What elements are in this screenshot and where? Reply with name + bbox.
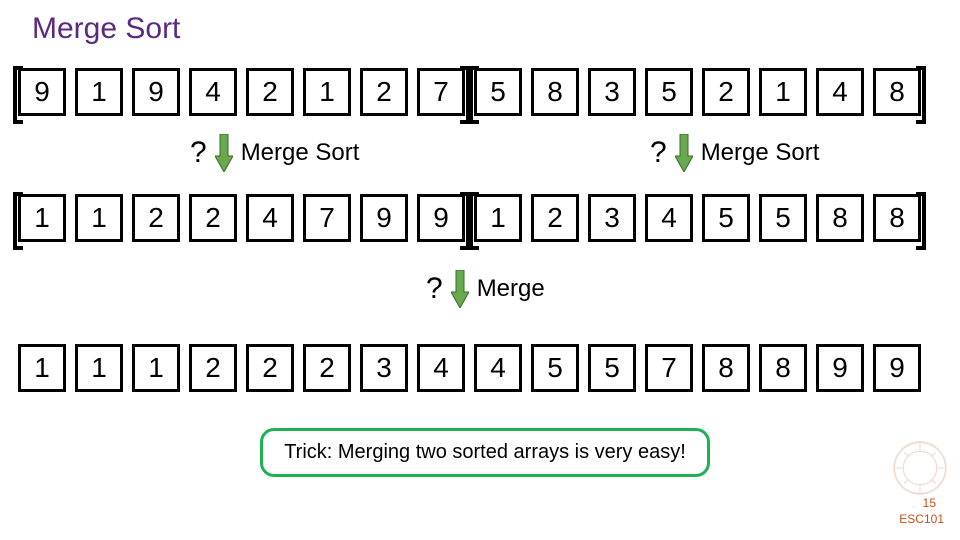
cell: 4 [189,68,237,116]
cell: 9 [417,194,465,242]
step-sort-left: ? Merge Sort [190,134,359,172]
cell: 9 [873,344,921,392]
slide-number: 15 [923,496,936,510]
cell: 9 [816,344,864,392]
cell: 9 [132,68,180,116]
institute-logo-icon [892,440,948,496]
trick-callout: Trick: Merging two sorted arrays is very… [260,428,710,477]
step-label: Merge [477,275,545,303]
cell: 2 [246,68,294,116]
step-marker: ? [426,272,443,306]
cell: 5 [702,194,750,242]
sorted-halves-row: 1 1 2 2 4 7 9 9 1 2 3 4 5 5 8 8 [18,194,921,242]
cell: 1 [75,344,123,392]
cell: 5 [474,68,522,116]
cell: 9 [360,194,408,242]
step-marker: ? [650,136,667,170]
cell: 1 [18,194,66,242]
down-arrow-icon [451,270,469,308]
merged-row: 1 1 1 2 2 2 3 4 4 5 5 7 8 8 9 9 [18,344,921,392]
step-marker: ? [190,136,207,170]
step-label: Merge Sort [241,139,360,167]
cell: 2 [360,68,408,116]
cell: 2 [189,344,237,392]
cell: 1 [75,68,123,116]
cell: 8 [873,68,921,116]
cell: 2 [702,68,750,116]
cell: 8 [873,194,921,242]
cell: 1 [132,344,180,392]
down-arrow-icon [675,134,693,172]
cell: 4 [474,344,522,392]
step-merge: ? Merge [426,270,545,308]
cell: 4 [417,344,465,392]
cell: 8 [816,194,864,242]
cell: 2 [189,194,237,242]
cell: 1 [75,194,123,242]
input-row: 9 1 9 4 2 1 2 7 5 8 3 5 2 1 4 8 [18,68,921,116]
cell: 9 [18,68,66,116]
course-code: ESC101 [899,512,944,526]
cell: 4 [645,194,693,242]
cell: 4 [816,68,864,116]
cell: 2 [132,194,180,242]
cell: 7 [645,344,693,392]
cell: 5 [588,344,636,392]
cell: 2 [531,194,579,242]
page-title: Merge Sort [32,12,180,46]
down-arrow-icon [215,134,233,172]
cell: 5 [759,194,807,242]
cell: 7 [417,68,465,116]
cell: 8 [759,344,807,392]
cell: 8 [531,68,579,116]
step-sort-right: ? Merge Sort [650,134,819,172]
cell: 1 [474,194,522,242]
cell: 2 [246,344,294,392]
cell: 2 [303,344,351,392]
cell: 5 [645,68,693,116]
step-label: Merge Sort [701,139,820,167]
cell: 1 [759,68,807,116]
cell: 1 [303,68,351,116]
cell: 8 [702,344,750,392]
cell: 7 [303,194,351,242]
cell: 3 [360,344,408,392]
cell: 4 [246,194,294,242]
cell: 3 [588,194,636,242]
cell: 5 [531,344,579,392]
cell: 1 [18,344,66,392]
cell: 3 [588,68,636,116]
